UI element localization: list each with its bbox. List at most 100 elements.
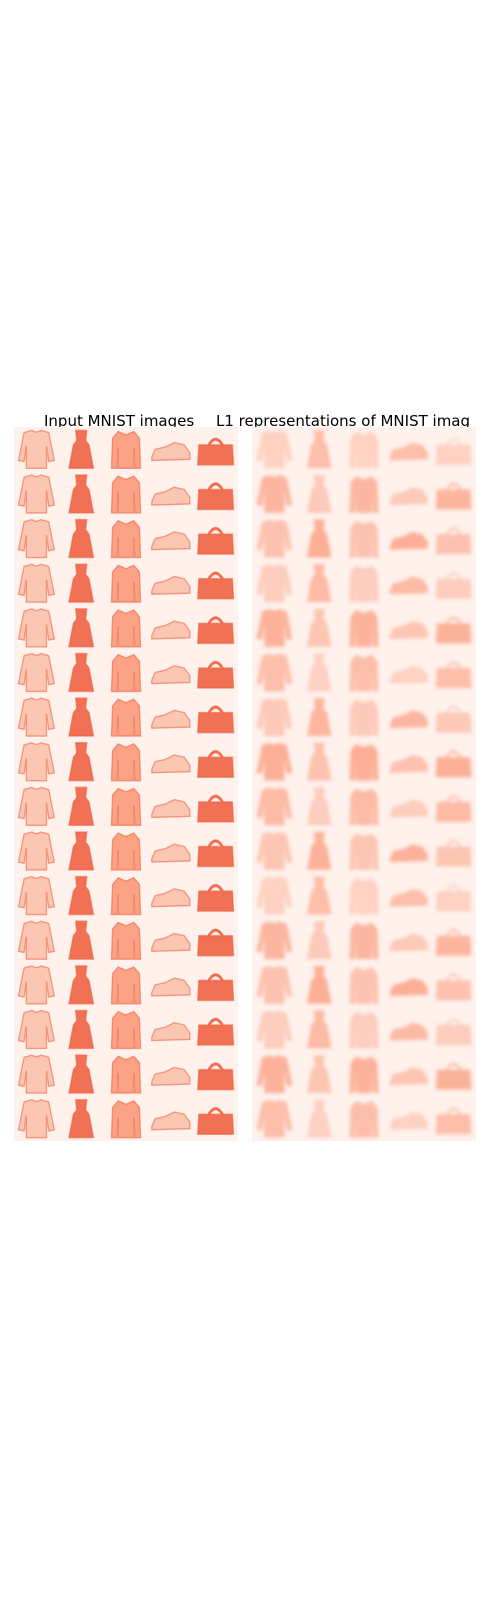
reconstruction-image-dress: [306, 742, 332, 781]
input-image-coat: [110, 743, 142, 782]
reconstruction-image-sneaker: [389, 531, 428, 550]
reconstruction-image-dress: [306, 474, 332, 513]
reconstruction-image-dress: [306, 787, 332, 826]
input-image-sneaker: [151, 1022, 191, 1042]
input-image-dress: [68, 965, 95, 1005]
input-image-bag: [196, 1017, 235, 1046]
reconstruction-image-coat: [349, 788, 379, 826]
input-image-sneaker: [151, 620, 191, 640]
reconstruction-image-dress: [306, 430, 332, 469]
reconstruction-image-coat: [349, 654, 379, 692]
input-image-dress: [68, 920, 95, 960]
input-image-bag: [196, 839, 235, 868]
title-l1-representations: L1 representations of MNIST imag: [216, 412, 471, 430]
reconstruction-image-bag: [435, 661, 472, 689]
reconstruction-image-dress: [306, 698, 332, 737]
reconstruction-image-bag: [435, 929, 472, 956]
input-image-dress: [68, 563, 95, 603]
reconstruction-image-bag: [435, 482, 472, 510]
reconstruction-image-coat: [349, 520, 379, 558]
input-image-top: [17, 608, 56, 648]
reconstruction-image-coat: [349, 699, 379, 737]
input-image-sneaker: [151, 1066, 191, 1086]
input-image-sneaker: [151, 531, 191, 551]
reconstruction-image-sneaker: [389, 442, 428, 461]
reconstruction-image-top: [256, 430, 293, 469]
input-image-top: [17, 563, 56, 603]
input-image-top: [17, 429, 56, 469]
reconstruction-image-dress: [306, 519, 332, 558]
reconstruction-image-dress: [306, 1055, 332, 1094]
input-image-bag: [196, 571, 235, 600]
input-image-dress: [68, 742, 95, 782]
reconstruction-image-bag: [435, 572, 472, 599]
reconstruction-image-sneaker: [389, 576, 428, 595]
reconstruction-image-bag: [435, 1062, 472, 1090]
reconstruction-image-bag: [435, 705, 472, 733]
reconstruction-image-coat: [349, 1100, 379, 1138]
reconstruction-image-top: [256, 876, 293, 915]
input-image-dress: [68, 1054, 95, 1094]
reconstruction-image-coat: [349, 431, 379, 469]
input-image-bag: [196, 437, 235, 466]
reconstruction-image-dress: [306, 965, 332, 1004]
input-image-sneaker: [151, 441, 191, 462]
reconstruction-image-sneaker: [389, 844, 428, 863]
input-image-coat: [110, 653, 142, 693]
input-image-coat: [110, 564, 142, 603]
input-image-top: [17, 920, 56, 960]
input-image-dress: [68, 875, 95, 916]
reconstruction-image-bag: [435, 884, 472, 912]
input-image-coat: [110, 1010, 142, 1050]
reconstruction-image-bag: [435, 839, 472, 867]
input-image-coat: [110, 876, 142, 916]
input-images-grid: [17, 429, 235, 1139]
reconstruction-image-dress: [306, 1010, 332, 1049]
input-image-coat: [110, 698, 142, 737]
reconstruction-image-dress: [306, 1099, 332, 1138]
reconstruction-image-top: [256, 608, 293, 647]
reconstruction-image-dress: [306, 653, 332, 692]
reconstruction-image-bag: [435, 973, 472, 1001]
reconstruction-image-top: [256, 564, 293, 603]
input-image-coat: [110, 609, 142, 648]
reconstruction-image-bag: [435, 795, 472, 822]
input-image-bag: [196, 973, 235, 1002]
reconstruction-image-top: [256, 1055, 293, 1094]
input-image-sneaker: [151, 932, 191, 953]
reconstruction-image-top: [256, 831, 293, 870]
input-image-bag: [196, 482, 235, 511]
input-image-top: [17, 1009, 56, 1050]
input-image-sneaker: [151, 798, 191, 819]
input-image-sneaker: [151, 888, 191, 908]
reconstruction-image-coat: [349, 743, 379, 781]
title-input-images: Input MNIST images: [44, 412, 195, 430]
input-image-dress: [68, 1099, 95, 1139]
reconstruction-image-coat: [349, 1011, 379, 1049]
reconstruction-image-coat: [349, 833, 379, 870]
reconstruction-image-top: [256, 698, 293, 737]
reconstruction-image-coat: [349, 1056, 379, 1094]
reconstruction-image-sneaker: [389, 1022, 428, 1041]
reconstruction-image-sneaker: [389, 710, 428, 729]
reconstruction-image-top: [256, 1010, 293, 1049]
input-image-top: [17, 965, 56, 1005]
reconstruction-image-sneaker: [389, 1067, 428, 1086]
input-image-dress: [68, 1009, 95, 1050]
reconstruction-image-sneaker: [389, 978, 428, 996]
input-image-dress: [68, 652, 95, 693]
input-image-coat: [110, 1100, 142, 1139]
input-images-panel: [14, 427, 238, 1141]
input-image-coat: [110, 966, 142, 1005]
reconstruction-image-sneaker: [389, 1111, 428, 1130]
input-image-sneaker: [151, 575, 191, 596]
input-image-top: [17, 1098, 56, 1139]
reconstruction-image-bag: [435, 527, 472, 555]
input-image-dress: [68, 608, 95, 648]
input-image-sneaker: [151, 486, 191, 506]
reconstruction-image-sneaker: [389, 799, 428, 818]
reconstruction-image-sneaker: [389, 754, 428, 773]
input-image-top: [17, 474, 56, 514]
input-image-sneaker: [151, 1111, 191, 1131]
reconstruction-image-bag: [435, 750, 472, 778]
